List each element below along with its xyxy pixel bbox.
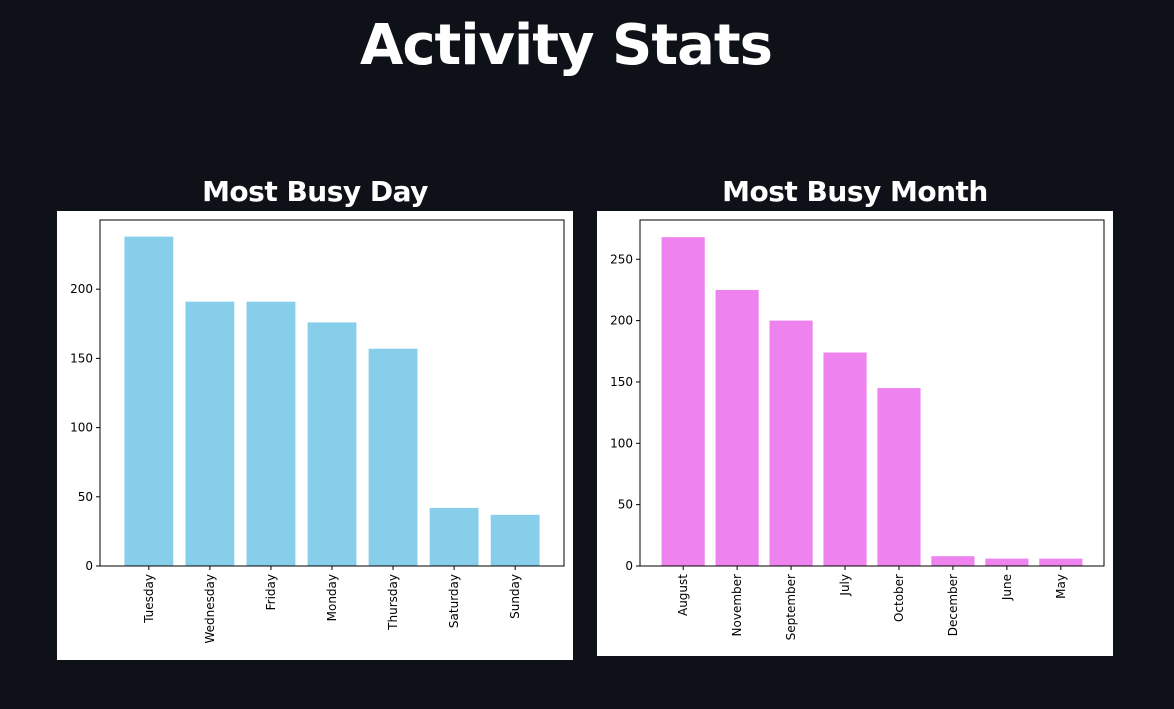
y-tick-label: 250 — [610, 252, 633, 266]
busy-day-chart: 0 50 100 150 200 Tuesday Wednesday Friday Monday… — [57, 211, 573, 660]
bar-saturday — [429, 507, 479, 566]
bar-thursday — [368, 348, 418, 566]
y-tick-label: 0 — [85, 559, 93, 573]
x-tick-label: Sunday — [508, 574, 522, 619]
x-tick-label: Thursday — [386, 574, 400, 631]
y-tick-label: 150 — [70, 351, 93, 365]
x-tick-label: June — [1000, 574, 1014, 601]
bar-august — [661, 237, 705, 566]
x-tick-label: Saturday — [447, 574, 461, 628]
y-tick-label: 150 — [610, 375, 633, 389]
x-tick-label: July — [838, 574, 852, 597]
plot-frame — [639, 219, 1105, 567]
month-chart-title: Most Busy Month — [722, 175, 988, 208]
x-tick-label: August — [676, 574, 690, 616]
x-tick-label: November — [730, 574, 744, 636]
bar-friday — [246, 301, 296, 566]
bar-october — [877, 388, 921, 566]
y-tick-label: 200 — [70, 282, 93, 296]
page-title: Activity Stats — [360, 13, 773, 78]
x-tick-label: Friday — [264, 574, 278, 610]
bar-june — [985, 558, 1029, 566]
busy-month-chart-svg: 0 50 100 150 200 250 August November September Ju… — [610, 219, 1105, 640]
x-tick-label: September — [784, 574, 798, 640]
y-tick-label: 50 — [78, 490, 93, 504]
bar-december — [931, 556, 975, 566]
y-tick-label: 0 — [625, 559, 633, 573]
bar-july — [823, 352, 867, 566]
bar-wednesday — [185, 301, 235, 566]
bar-september — [769, 320, 813, 566]
x-tick-label: Monday — [325, 574, 339, 621]
busy-month-chart: 0 50 100 150 200 250 August November September Ju… — [597, 211, 1113, 656]
y-tick-label: 50 — [618, 498, 633, 512]
busy-day-chart-svg: 0 50 100 150 200 Tuesday Wednesday Friday Monday… — [70, 219, 565, 643]
y-tick-label: 100 — [70, 421, 93, 435]
x-tick-label: Wednesday — [203, 574, 217, 643]
y-tick-label: 200 — [610, 314, 633, 328]
x-tick-label: December — [946, 574, 960, 636]
bar-tuesday — [124, 236, 174, 567]
bar-monday — [307, 322, 357, 566]
bar-may — [1039, 558, 1083, 566]
y-tick-label: 100 — [610, 436, 633, 450]
bar-november — [715, 289, 759, 566]
bar-sunday — [490, 514, 540, 566]
x-tick-label: October — [892, 574, 906, 622]
x-tick-label: May — [1054, 574, 1068, 599]
x-tick-label: Tuesday — [142, 574, 156, 624]
day-chart-title: Most Busy Day — [202, 175, 428, 208]
